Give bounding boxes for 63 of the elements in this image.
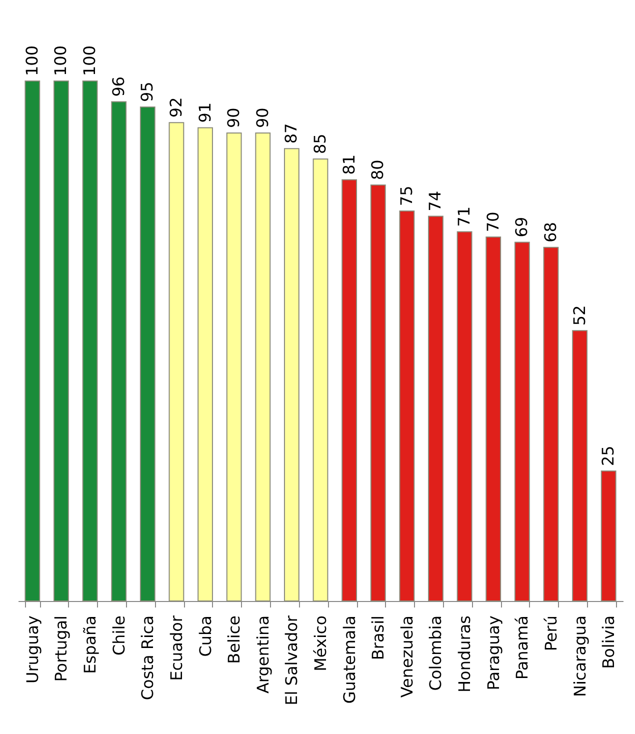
x-tick-label: Bolivia [599, 616, 618, 669]
data-label: 25 [598, 446, 618, 466]
x-tick-label: Ecuador [166, 615, 186, 681]
data-label: 71 [454, 206, 474, 227]
bar [198, 127, 213, 602]
x-tick-label: Honduras [455, 616, 474, 692]
data-label: 52 [570, 305, 589, 326]
data-label: 81 [339, 154, 358, 175]
data-label: 69 [512, 216, 532, 238]
bar [54, 80, 69, 602]
x-tick-label: Perú [541, 616, 560, 652]
x-tick-label: España [80, 616, 100, 674]
data-label: 96 [108, 76, 128, 97]
data-label: 75 [396, 186, 416, 206]
bar [456, 231, 472, 602]
data-label: 85 [310, 134, 330, 154]
data-label: 100 [22, 45, 42, 76]
data-label: 74 [426, 190, 445, 212]
x-tick-label: Uruguay [22, 616, 42, 684]
bar [168, 122, 184, 602]
x-tick-label: Costa Rica [138, 616, 158, 700]
data-label: 90 [252, 108, 272, 128]
bar [486, 236, 502, 602]
data-label: 87 [282, 123, 301, 144]
x-tick-label: Cuba [196, 616, 215, 657]
x-tick-label: Nicaragua [570, 616, 590, 697]
bar [370, 184, 386, 602]
data-label: 100 [51, 45, 70, 76]
bar [111, 101, 127, 602]
data-label: 90 [224, 108, 244, 128]
data-label: 68 [540, 222, 560, 242]
x-tick-label: Chile [109, 616, 128, 656]
data-label: 80 [368, 160, 388, 180]
bar [600, 470, 616, 602]
x-tick-label: Belice [224, 616, 244, 664]
bar [514, 242, 530, 602]
bar [342, 179, 358, 602]
x-tick-label: Brasil [368, 616, 388, 660]
bar [226, 132, 242, 602]
data-label: 91 [195, 102, 214, 123]
x-tick-label: Colombia [426, 616, 446, 691]
bar [312, 158, 328, 602]
x-tick-label: Panamá [512, 616, 532, 680]
bar [24, 80, 40, 602]
x-tick-label: Venezuela [397, 616, 416, 698]
bar [284, 148, 300, 602]
x-tick-label: El Salvador [282, 615, 302, 706]
bar [572, 330, 588, 602]
bar [255, 132, 271, 602]
data-label: 95 [138, 82, 157, 102]
bar [543, 246, 559, 602]
bar [399, 210, 415, 602]
x-tick-label: Argentina [253, 616, 272, 694]
bar [82, 80, 98, 602]
x-tick-label: Guatemala [340, 616, 359, 704]
x-tick-label: Portugal [52, 616, 71, 682]
x-tick-label: Paraguay [484, 616, 503, 690]
data-label: 70 [483, 212, 502, 232]
x-tick-label: México [311, 616, 330, 672]
bar [428, 216, 444, 602]
data-label: 92 [166, 97, 186, 118]
bar [140, 106, 156, 602]
data-label: 100 [80, 45, 100, 76]
